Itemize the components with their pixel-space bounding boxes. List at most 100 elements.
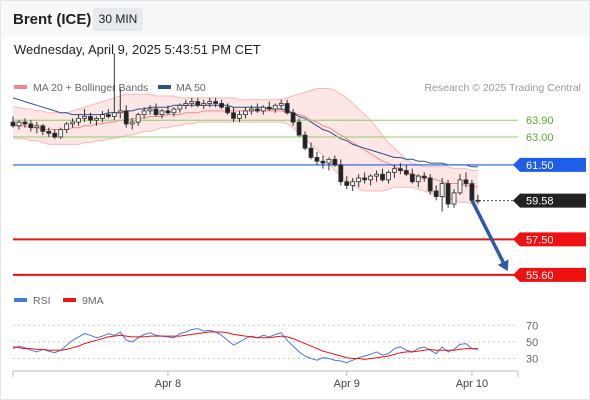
candle-body [386, 171, 391, 181]
legend-label-9ma: 9MA [82, 295, 104, 307]
candle-body [439, 183, 445, 197]
candle-body [52, 132, 58, 138]
x-axis: Apr 8 Apr 9 Apr 10 [12, 370, 519, 390]
instrument-title: Brent (ICE) [13, 11, 92, 28]
candle-body [392, 168, 397, 173]
support-label: 57.50 [526, 234, 554, 246]
timeframe-button[interactable]: 30 MIN [93, 8, 143, 31]
candle-body [302, 134, 308, 149]
legend-swatch-bollinger [14, 85, 27, 89]
rsi-tick-label: 70 [526, 320, 538, 332]
candle-body [88, 116, 93, 121]
candle-body [219, 103, 225, 108]
candle-body [415, 175, 421, 183]
rsi-line [12, 328, 478, 364]
candle-body [374, 173, 379, 177]
candle-body [397, 168, 403, 171]
candle-body [231, 112, 236, 119]
candle-body [135, 114, 141, 123]
candle-body [463, 179, 469, 184]
candle-body [165, 110, 171, 114]
candle-body [356, 177, 362, 183]
candlesticks [10, 53, 481, 212]
candle-body [296, 121, 302, 136]
candle-body [237, 114, 242, 119]
legend-label-rsi: RSI [33, 295, 51, 307]
candle-body [427, 177, 433, 192]
candle-body [46, 130, 52, 134]
candle-body [207, 101, 213, 104]
rsi-tick-label: 30 [526, 354, 538, 366]
candle-body [70, 121, 75, 125]
candle-body [28, 123, 34, 129]
rsi-9ma-line [12, 331, 478, 360]
candle-body [129, 121, 135, 125]
candle-body [350, 181, 356, 186]
forecast-arrow-shaft [470, 199, 505, 263]
candle-body [243, 110, 248, 116]
resistance-label: 63.00 [526, 132, 554, 144]
candle-body [290, 112, 296, 123]
candle-body [362, 177, 368, 181]
candle-body [403, 170, 409, 175]
candle-body [272, 104, 278, 110]
candle-body [421, 175, 427, 179]
candle-body [248, 108, 254, 112]
candle-body [141, 110, 147, 116]
x-tick-label: Apr 8 [155, 378, 181, 390]
candle-body [475, 199, 481, 202]
candle-body [100, 114, 105, 119]
candle-body [457, 179, 463, 194]
candle-body [22, 121, 28, 125]
forecast-arrow-head [497, 259, 509, 272]
candle-body [338, 164, 344, 183]
candle-body [171, 108, 177, 114]
candle-body [380, 173, 385, 181]
candle-body [177, 104, 183, 110]
candle-body [332, 158, 338, 166]
candle-body [469, 183, 475, 201]
candle-body [260, 106, 266, 112]
candle-body [195, 101, 201, 106]
legend-swatch-ma50 [158, 85, 171, 89]
candle-body [40, 125, 46, 132]
price-legend: MA 20 + Bollinger Bands MA 50 Research ©… [14, 82, 581, 94]
bollinger-band-area [13, 88, 478, 206]
last-price-badge [513, 193, 586, 208]
candle-body [314, 157, 320, 162]
candle-body [451, 192, 457, 205]
x-tick-label: Apr 9 [334, 378, 360, 390]
forecast-arrow [470, 199, 509, 272]
candle-body [94, 117, 99, 121]
candle-body [10, 121, 16, 127]
candle-body [82, 116, 87, 119]
candle-body [117, 110, 123, 114]
legend-label-ma50: MA 50 [176, 82, 206, 94]
legend-label-bollinger: MA 20 + Bollinger Bands [33, 82, 148, 94]
support-badge [513, 232, 586, 247]
timestamp: Wednesday, April 9, 2025 5:43:51 PM CET [14, 42, 261, 57]
attribution: Research © 2025 Trading Central [424, 82, 581, 94]
candle-body [159, 110, 165, 116]
candle-body [213, 101, 219, 104]
candle-body [308, 147, 314, 158]
legend-swatch-rsi [14, 298, 27, 302]
bollinger-lower-line [13, 121, 479, 207]
candle-body [225, 106, 230, 114]
candle-body [34, 125, 40, 129]
bollinger-upper-line [13, 88, 478, 171]
candle-body [111, 112, 117, 117]
support-badge [513, 267, 586, 282]
candle-body [64, 123, 70, 130]
candle-body [368, 175, 374, 181]
candle-body [254, 108, 260, 112]
candle-body [278, 103, 284, 106]
candle-body [76, 117, 81, 123]
chart-header: Brent (ICE) 30 MIN [1, 1, 589, 37]
candle-body [153, 108, 159, 116]
candle-body [58, 129, 64, 138]
candle-body [445, 183, 451, 205]
rsi-panel: 70 50 30 [12, 320, 538, 366]
